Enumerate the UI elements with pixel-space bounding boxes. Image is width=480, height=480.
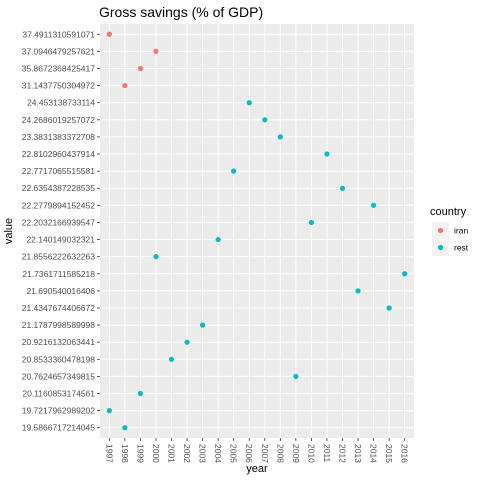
- legend-label-iran: iran: [454, 226, 468, 236]
- y-tick-label: 24.453138733114: [27, 98, 95, 108]
- y-tick-label: 20.8533360478198: [22, 354, 96, 364]
- y-tick-label: 21.7361711585218: [22, 269, 95, 279]
- y-tick-label: 22.8102960437914: [22, 149, 96, 159]
- y-tick-label: 19.5866717214045: [22, 423, 96, 433]
- y-tick-label: 23.3831383372708: [22, 132, 96, 142]
- y-tick-label: 21.1787998589998: [22, 320, 96, 330]
- x-tick-label: 2013: [353, 444, 363, 463]
- chart-title: Gross savings (% of GDP): [99, 4, 263, 20]
- y-tick-label: 31.1437750304972: [22, 81, 96, 91]
- legend: country iran rest: [430, 206, 469, 256]
- data-point-rest: [355, 288, 361, 294]
- data-point-iran: [153, 48, 159, 54]
- data-point-rest: [106, 408, 112, 414]
- y-tick-label: 19.7217962989202: [22, 406, 96, 416]
- y-tick-label: 22.7717065515581: [22, 166, 96, 176]
- data-point-rest: [122, 425, 128, 431]
- data-point-rest: [199, 322, 206, 328]
- plot-panel: [100, 24, 414, 438]
- y-tick-label: 21.8556222632263: [22, 252, 96, 262]
- x-tick-label: 2005: [229, 444, 239, 463]
- x-tick-label: 2009: [291, 444, 301, 463]
- x-tick-label: 2002: [182, 444, 192, 463]
- x-axis-label: year: [246, 463, 268, 475]
- y-tick-label: 20.9216132063441: [22, 337, 96, 347]
- y-axis-ticks: 37.4911310591071 37.0946479257621 35.86723…: [22, 29, 100, 433]
- y-tick-label: 22.140149032321: [26, 235, 95, 245]
- data-point-rest: [184, 339, 190, 345]
- legend-swatch-iran: [437, 227, 444, 234]
- x-tick-label: 2008: [275, 444, 285, 463]
- x-tick-label: 2004: [213, 444, 223, 463]
- y-tick-label: 22.6354387228535: [22, 183, 96, 193]
- legend-swatch-rest: [437, 244, 444, 251]
- y-tick-label: 20.7624657349815: [22, 371, 96, 381]
- data-point-iran: [137, 65, 144, 72]
- x-tick-label: 2012: [337, 444, 347, 463]
- data-point-rest: [153, 254, 159, 260]
- data-point-iran: [122, 82, 128, 89]
- legend-title: country: [430, 206, 467, 218]
- x-tick-label: 1997: [104, 444, 114, 463]
- data-point-rest: [215, 236, 221, 243]
- data-point-rest: [246, 100, 252, 106]
- data-point-rest: [324, 151, 330, 157]
- data-point-rest: [402, 271, 408, 277]
- data-point-rest: [370, 202, 377, 208]
- y-tick-label: 22.2779894152452: [22, 200, 96, 210]
- y-tick-label: 24.2686019257072: [22, 115, 96, 125]
- data-point-rest: [168, 356, 175, 362]
- data-point-rest: [277, 134, 283, 140]
- gridlines: [100, 24, 414, 438]
- y-axis-label: value: [3, 218, 15, 244]
- x-tick-label: 2011: [322, 444, 332, 463]
- data-point-rest: [262, 117, 268, 123]
- data-point-rest: [386, 305, 392, 311]
- x-tick-label: 2007: [260, 444, 270, 463]
- data-point-rest: [308, 219, 315, 226]
- x-tick-label: 2014: [369, 444, 379, 463]
- x-tick-label: 1998: [120, 444, 130, 463]
- x-tick-label: 2001: [167, 444, 177, 463]
- x-tick-label: 1999: [135, 444, 145, 463]
- y-tick-label: 21.690540016406: [26, 286, 95, 296]
- x-tick-label: 2015: [384, 444, 394, 463]
- data-point-rest: [339, 185, 346, 191]
- x-tick-label: 2010: [306, 444, 316, 463]
- y-tick-label: 21.4347674406672: [22, 303, 96, 313]
- y-tick-label: 22.2032166939547: [22, 217, 96, 227]
- data-point-iran: [106, 31, 112, 37]
- data-point-rest: [293, 373, 299, 380]
- x-tick-label: 2000: [151, 444, 161, 463]
- legend-label-rest: rest: [454, 243, 469, 253]
- y-tick-label: 35.8672368425417: [22, 63, 96, 73]
- x-tick-label: 2016: [400, 444, 410, 463]
- x-tick-label: 2003: [198, 444, 208, 463]
- x-axis-ticks: 1997 1998 1999 2000 2001 2002 2003 2004 2005 2006…: [104, 438, 410, 463]
- y-tick-label: 20.1160853174561: [22, 389, 95, 399]
- data-point-rest: [137, 390, 144, 397]
- x-tick-label: 2006: [244, 444, 254, 463]
- y-tick-label: 37.0946479257621: [22, 46, 96, 56]
- y-tick-label: 37.4911310591071: [22, 29, 95, 39]
- data-points: [106, 31, 408, 431]
- data-point-rest: [231, 168, 237, 174]
